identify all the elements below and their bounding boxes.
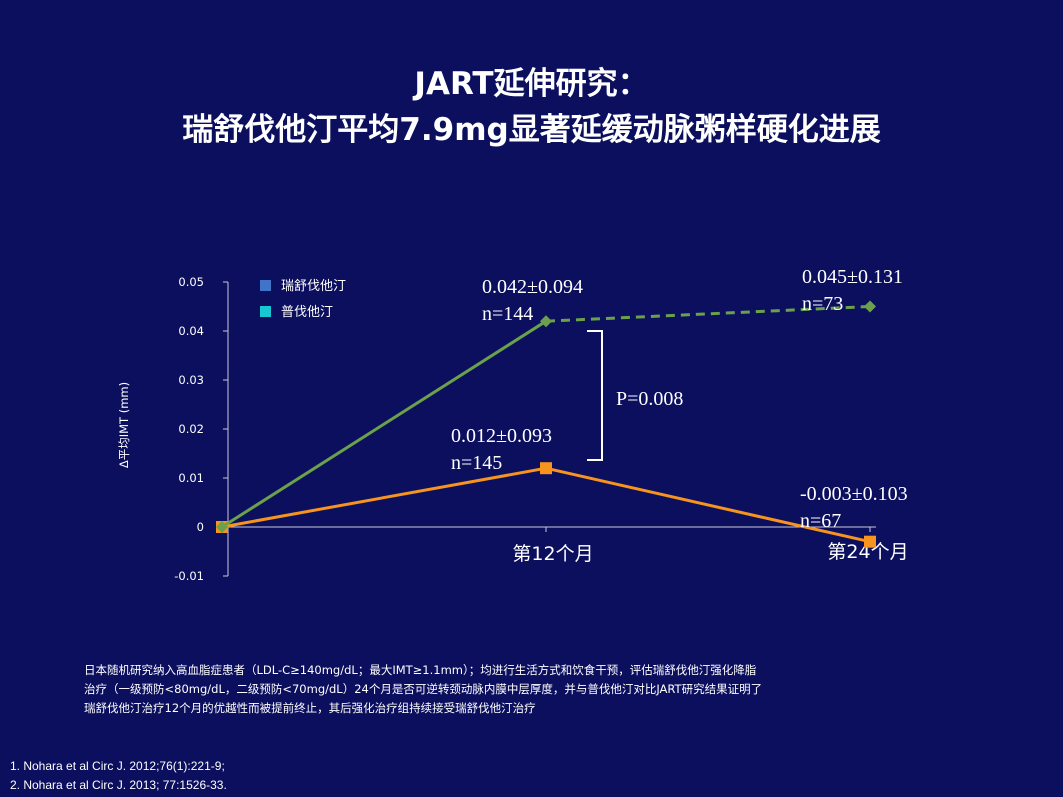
legend-swatch — [260, 280, 271, 291]
y-tick-label: 0 — [197, 520, 204, 534]
data-annotation-n: n=73 — [802, 293, 843, 315]
data-annotation-value: 0.012±0.093 — [451, 425, 552, 447]
slide-title-line-1: JART延伸研究： — [414, 66, 649, 102]
y-tick-label: 0.02 — [178, 422, 204, 436]
study-footnote: 日本随机研究纳入高血脂症患者（LDL-C≥140mg/dL；最大IMT≥1.1m… — [84, 661, 964, 718]
series-line-segment — [221, 466, 547, 529]
series-line-segment — [221, 319, 547, 529]
y-tick-label: 0.03 — [178, 373, 204, 387]
data-point-diamond — [864, 300, 876, 313]
data-point-diamond — [216, 521, 228, 533]
footnote-line-3: 瑞舒伐他汀治疗12个月的优越性而被提前终止，其后强化治疗组持续接受瑞舒伐他汀治疗 — [84, 701, 536, 715]
p-value-annotation: P=0.008 — [616, 388, 683, 410]
y-tick-label: 0.05 — [178, 275, 204, 289]
x-category-label: 第24个月 — [827, 541, 908, 563]
reference-2: 2. Nohara et al Circ J. 2013; 77:1526-33… — [10, 778, 227, 792]
data-annotation-value: -0.003±0.103 — [800, 483, 908, 505]
legend-label: 瑞舒伐他汀 — [281, 279, 346, 294]
slide-title-line-2: 瑞舒伐他汀平均7.9mg显著延缓动脉粥样硬化进展 — [182, 112, 881, 148]
data-annotation-n: n=67 — [800, 510, 841, 532]
x-category-label: 第12个月 — [512, 543, 593, 565]
legend-label: 普伐他汀 — [281, 305, 333, 320]
references: 1. Nohara et al Circ J. 2012;76(1):221-9… — [10, 757, 227, 795]
reference-1: 1. Nohara et al Circ J. 2012;76(1):221-9… — [10, 759, 225, 773]
series-line-segment — [545, 466, 871, 544]
legend-swatch — [260, 306, 271, 317]
data-annotation-value: 0.042±0.094 — [482, 276, 583, 298]
data-point-diamond — [540, 315, 552, 328]
y-tick-label: 0.01 — [178, 471, 204, 485]
significance-bracket — [587, 330, 603, 461]
y-axis-label: Δ平均IMT (mm) — [117, 382, 131, 468]
series-line-segment — [545, 305, 871, 323]
data-annotation-n: n=145 — [451, 452, 502, 474]
footnote-line-2: 治疗（一级预防<80mg/dL，二级预防<70mg/dL）24个月是否可逆转颈动… — [84, 682, 763, 696]
data-point-square — [864, 535, 876, 548]
y-tick-label: 0.04 — [178, 324, 204, 338]
data-annotation-value: 0.045±0.131 — [802, 266, 903, 288]
y-tick-label: -0.01 — [174, 569, 204, 583]
data-annotation-n: n=144 — [482, 303, 533, 325]
data-point-square — [540, 462, 552, 475]
footnote-line-1: 日本随机研究纳入高血脂症患者（LDL-C≥140mg/dL；最大IMT≥1.1m… — [84, 663, 757, 677]
